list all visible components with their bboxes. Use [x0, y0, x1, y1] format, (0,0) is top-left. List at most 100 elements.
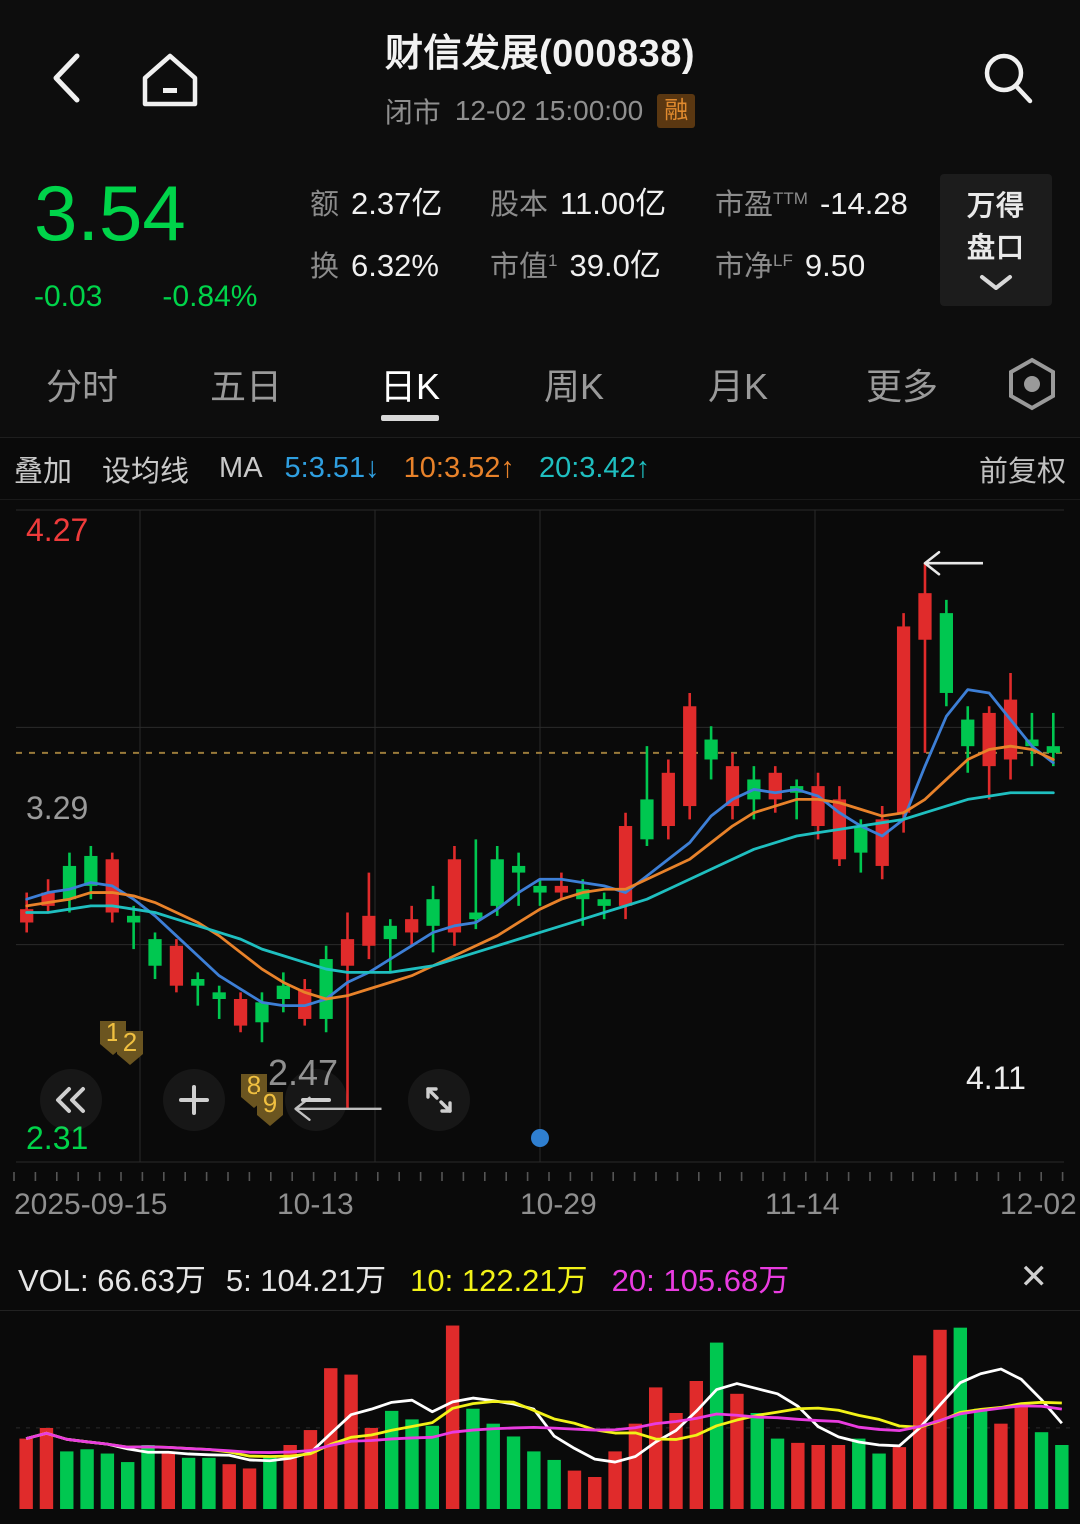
svg-text:1: 1 — [106, 1017, 120, 1047]
wind-button-line1: 万得 — [966, 189, 1025, 221]
price-change-row: -0.03 -0.84% — [34, 280, 257, 314]
tab-weekly-k[interactable]: 周K — [492, 330, 656, 437]
tab-label: 五日 — [209, 365, 282, 407]
tab-label: 分时 — [45, 365, 118, 407]
back-button[interactable] — [42, 48, 90, 108]
volume-ma10: 10: 122.21万 — [410, 1262, 588, 1298]
ma20-value: 20:3.42↑ — [538, 452, 651, 484]
chevron-left-icon — [53, 53, 80, 103]
candlestick-canvas[interactable]: 1 289 — [0, 500, 1080, 1172]
adjust-mode-button[interactable]: 前复权 — [978, 455, 1066, 488]
close-volume-panel-button[interactable]: ✕ — [1019, 1258, 1049, 1296]
zoom-out-button[interactable] — [285, 1069, 348, 1131]
stat-turnover: 换 6.32% — [310, 243, 490, 285]
volume-ma5: 5: 104.21万 — [225, 1262, 387, 1298]
stat-pe-ttm: 市盈 TTM -14.28 — [715, 181, 908, 223]
ma10-value: 10:3.52↑ — [403, 452, 515, 484]
stat-superscript: 1 — [548, 251, 558, 270]
tab-five-day[interactable]: 五日 — [164, 330, 328, 437]
title-block: 财信发展(000838) 闭市 12-02 15:00:00 融 — [0, 22, 1080, 131]
home-icon — [142, 53, 198, 107]
status-badge: 融 — [657, 94, 696, 128]
chart-settings-button[interactable] — [984, 356, 1080, 412]
stats-row-2: 换 6.32% 市值 1 39.0亿 市净 LF 9.50 — [310, 240, 930, 302]
search-icon — [984, 53, 1033, 104]
chart-period-tabs: 分时 五日 日K 周K 月K 更多 — [0, 330, 1080, 438]
search-button[interactable] — [972, 42, 1044, 114]
svg-text:9: 9 — [263, 1088, 277, 1118]
high-annotation-label: 4.11 — [966, 1060, 1026, 1096]
scroll-left-button[interactable] — [40, 1069, 102, 1131]
volume-ma20: 20: 105.68万 — [611, 1262, 790, 1298]
ma-toolbar: 叠加 设均线 MA 5:3.51↓ 10:3.52↑ 20:3.42↑ 前复权 — [0, 438, 1080, 500]
tab-more[interactable]: 更多 — [820, 330, 984, 437]
stat-label: 市盈 — [715, 189, 774, 221]
price-change-pct: -0.84% — [162, 280, 258, 313]
low-annotation-label: 2.47 — [268, 1052, 339, 1093]
stats-row-1: 额 2.37亿 股本 11.00亿 市盈 TTM -14.28 — [310, 178, 930, 240]
stat-label: 换 — [310, 251, 340, 283]
stat-label: 股本 — [490, 189, 549, 221]
expand-arrows-icon — [426, 1087, 452, 1113]
tab-monthly-k[interactable]: 月K — [656, 330, 820, 437]
x-axis-labels: 2025-09-15 10-13 10-29 11-14 12-02 — [0, 1188, 1080, 1238]
stat-market-cap: 市值 1 39.0亿 — [490, 240, 715, 285]
ma5-value: 5:3.51↓ — [284, 452, 380, 484]
home-button[interactable] — [136, 50, 204, 110]
last-price: 3.54 — [34, 169, 186, 257]
set-ma-button[interactable]: 设均线 — [102, 455, 190, 488]
overlay-button[interactable]: 叠加 — [14, 455, 73, 488]
x-axis-label: 11-14 — [765, 1188, 840, 1221]
price-change: -0.03 — [34, 280, 103, 313]
stat-value: 39.0亿 — [569, 248, 661, 283]
tab-daily-k[interactable]: 日K — [328, 330, 492, 437]
zoom-in-button[interactable] — [162, 1069, 225, 1131]
chart-x-axis: 2025-09-15 10-13 10-29 11-14 12-02 — [0, 1172, 1080, 1244]
quote-panel: 3.54 -0.03 -0.84% 额 2.37亿 股本 11.00亿 市盈 TT… — [0, 160, 1080, 330]
stat-value: 6.32% — [351, 248, 439, 283]
market-status-row: 闭市 12-02 15:00:00 融 — [0, 91, 1080, 131]
tab-fenshi[interactable]: 分时 — [0, 330, 164, 437]
axis-label-mid: 3.29 — [26, 790, 89, 826]
stat-superscript: LF — [773, 251, 793, 270]
fullscreen-button[interactable] — [407, 1069, 470, 1131]
x-axis-label: 10-13 — [277, 1188, 354, 1221]
stat-value: 9.50 — [804, 248, 866, 283]
wind-orderbook-button[interactable]: 万得 盘口 — [940, 174, 1052, 306]
plus-icon — [178, 1085, 209, 1115]
double-chevron-left-icon — [56, 1087, 85, 1113]
stat-label: 市净 — [715, 251, 774, 283]
stat-pb-lf: 市净 LF 9.50 — [715, 243, 865, 285]
svg-text:2: 2 — [123, 1027, 137, 1057]
volume-chart[interactable] — [0, 1310, 1080, 1518]
tab-label: 日K — [379, 365, 440, 407]
minus-icon — [301, 1098, 332, 1102]
tab-label: 更多 — [865, 365, 938, 407]
tab-label: 月K — [707, 365, 768, 407]
tab-label: 周K — [543, 365, 604, 407]
ma-label: MA — [219, 452, 263, 484]
wind-button-line2: 盘口 — [966, 231, 1025, 263]
axis-label-high: 4.27 — [26, 512, 89, 548]
x-axis-label: 12-02 — [1000, 1188, 1077, 1221]
volume-canvas[interactable] — [0, 1311, 1080, 1519]
stat-label: 额 — [310, 189, 340, 221]
stat-label: 市值 — [490, 251, 549, 283]
stat-share-capital: 股本 11.00亿 — [490, 178, 715, 223]
stats-grid: 额 2.37亿 股本 11.00亿 市盈 TTM -14.28 换 6.32% 市… — [310, 178, 930, 302]
stat-amount: 额 2.37亿 — [310, 178, 490, 223]
volume-header: VOL: 66.63万 5: 104.21万 10: 122.21万 20: 1… — [0, 1244, 1080, 1310]
axis-label-low: 2.31 — [26, 1120, 89, 1156]
stat-superscript: TTM — [773, 189, 808, 208]
stat-value: -14.28 — [819, 186, 908, 221]
x-axis-label: 10-29 — [520, 1188, 597, 1221]
app-header: 财信发展(000838) 闭市 12-02 15:00:00 融 — [0, 0, 1080, 160]
quote-timestamp: 12-02 15:00:00 — [454, 95, 644, 126]
x-axis-ticks — [13, 1172, 1064, 1181]
page-title: 财信发展(000838) — [384, 33, 696, 75]
market-status: 闭市 — [384, 97, 441, 128]
x-axis-label: 2025-09-15 — [14, 1188, 168, 1221]
chart-controls — [40, 1069, 470, 1131]
settings-hex-icon — [1009, 357, 1055, 410]
